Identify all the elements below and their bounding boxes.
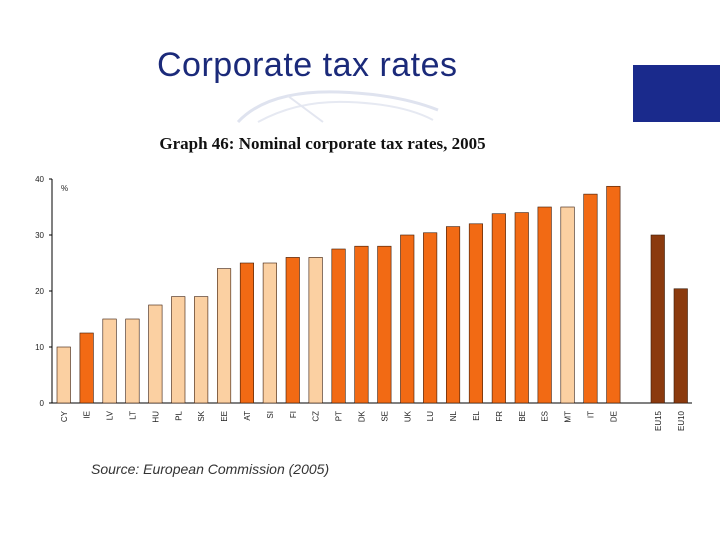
x-tick-label: SK [197, 410, 206, 421]
x-tick-label: MT [564, 411, 573, 423]
x-tick-label: LT [128, 411, 137, 420]
x-tick-label: PL [174, 410, 183, 420]
bar-se [377, 245, 392, 404]
y-tick-label: 20 [35, 287, 44, 296]
bar-ie [79, 332, 94, 404]
bar-pt [331, 248, 346, 404]
x-tick-label: CZ [312, 411, 321, 422]
x-tick-label: HU [151, 411, 160, 423]
bar-hu [148, 304, 163, 404]
x-tick-label: AT [243, 411, 252, 421]
bar-cz [308, 257, 323, 404]
bar-es [537, 206, 552, 404]
bar-dk [354, 245, 369, 404]
bar-fi [285, 257, 300, 404]
x-tick-label: SI [266, 411, 275, 419]
decorative-swoosh [236, 90, 439, 124]
graph-title: Graph 46: Nominal corporate tax rates, 2… [159, 134, 486, 153]
slide-title: Corporate tax rates [157, 46, 458, 84]
corner-accent-box [633, 65, 720, 122]
x-tick-label: IE [83, 411, 92, 419]
x-tick-label: DK [357, 410, 366, 422]
bar-uk [400, 234, 415, 404]
bar-fr [491, 213, 506, 404]
x-tick-label: FI [289, 411, 298, 418]
x-tick-label: LV [106, 410, 115, 420]
bar-at [239, 262, 254, 404]
x-tick-label: ES [541, 411, 550, 422]
chart-source: Source: European Commission (2005) [91, 461, 330, 477]
y-axis-label: % [61, 184, 68, 193]
x-tick-label: SE [380, 411, 389, 422]
bar-de [606, 185, 621, 404]
x-tick-label: EL [472, 410, 481, 420]
bar-nl [445, 226, 461, 404]
bar-lu [423, 232, 438, 404]
x-tick-label: EU15 [654, 410, 663, 431]
x-tick-label: FR [495, 411, 504, 422]
y-tick-label: 0 [40, 399, 45, 408]
y-tick-label: 30 [35, 231, 44, 240]
x-tick-label: NL [449, 410, 458, 421]
x-tick-label: DE [609, 411, 618, 422]
bar-lt [125, 318, 140, 404]
x-tick-label: EU10 [677, 410, 686, 431]
x-tick-label: LU [426, 411, 435, 421]
bar-sk [194, 296, 209, 404]
y-tick-label: 10 [35, 343, 44, 352]
bar-si [262, 262, 277, 404]
x-tick-label: BE [518, 411, 527, 422]
bar-el [468, 223, 484, 404]
bar-eu10 [673, 288, 688, 404]
x-tick-label: IT [586, 411, 595, 418]
x-tick-label: CY [60, 410, 69, 422]
bar-cy [56, 346, 71, 404]
x-tick-label: UK [403, 410, 412, 422]
x-tick-label: EE [220, 411, 229, 422]
bar-pl [171, 296, 186, 404]
bar-eu15 [650, 234, 665, 404]
bar-ee [217, 268, 232, 404]
bar-it [583, 193, 598, 404]
bar-lv [102, 318, 117, 404]
bar-be [514, 212, 529, 404]
x-tick-label: PT [335, 411, 344, 421]
y-tick-label: 40 [35, 175, 44, 184]
bar-mt [560, 206, 575, 404]
